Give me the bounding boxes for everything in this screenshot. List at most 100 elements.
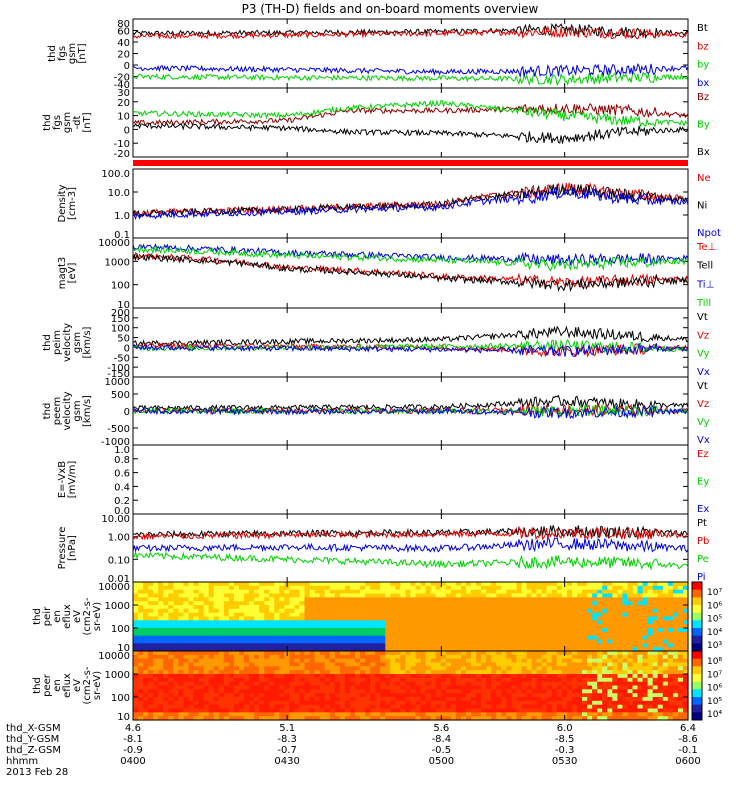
heatmap-cell — [415, 612, 422, 618]
heatmap-cell — [203, 658, 210, 664]
heatmap-cell — [561, 654, 568, 660]
y-tick-label: 10.00 — [101, 514, 130, 525]
heatmap-cell — [223, 582, 230, 587]
heatmap-cell — [183, 704, 190, 710]
heatmap-cell — [491, 593, 497, 598]
heatmap-cell — [425, 582, 432, 587]
heatmap-cell — [239, 712, 245, 717]
footer-value: 5.1 — [279, 723, 296, 734]
heatmap-cell — [143, 651, 149, 656]
heatmap-cell — [501, 608, 507, 614]
heatmap-cell — [486, 670, 492, 675]
heatmap-cell — [203, 677, 210, 683]
heatmap-cell — [299, 612, 306, 618]
heatmap-cell — [435, 589, 442, 595]
heatmap-cell — [501, 674, 507, 679]
heatmap-cell — [501, 689, 507, 694]
y-axis-label: thd — [32, 677, 43, 694]
heatmap-cell — [168, 712, 174, 717]
heatmap-cell — [612, 597, 618, 602]
heatmap-cell — [274, 685, 280, 690]
panel-frame — [132, 168, 689, 239]
heatmap-cell — [319, 654, 326, 660]
heatmap-cell — [516, 608, 523, 614]
heatmap-cell — [274, 620, 280, 625]
heatmap-cell — [481, 612, 487, 618]
heatmap-cell — [355, 708, 361, 713]
series-line-Tell — [132, 252, 689, 293]
heatmap-cell — [445, 651, 452, 656]
heatmap-cell — [440, 624, 447, 629]
heatmap-cell — [662, 635, 669, 641]
heatmap-cell — [163, 697, 169, 702]
heatmap-cell — [324, 616, 331, 621]
heatmap-cell — [269, 624, 275, 629]
heatmap-cell — [602, 620, 608, 625]
heatmap-cell — [168, 582, 174, 587]
heatmap-cell — [541, 639, 548, 644]
legend-Vx: Vx — [697, 435, 710, 446]
heatmap-cell — [455, 628, 462, 633]
heatmap-cell — [662, 708, 669, 713]
heatmap-cell — [213, 658, 220, 664]
heatmap-cell — [203, 624, 210, 629]
heatmap-cell — [365, 593, 371, 598]
heatmap-cell — [385, 681, 391, 687]
heatmap-cell — [279, 712, 285, 717]
heatmap-cell — [208, 647, 215, 652]
heatmap-cell — [344, 693, 351, 698]
heatmap-cell — [450, 662, 457, 667]
heatmap-cell — [183, 685, 190, 690]
heatmap-cell — [481, 616, 487, 621]
heatmap-cell — [496, 666, 502, 671]
heatmap-cell — [309, 612, 316, 618]
heatmap-cell — [153, 605, 159, 610]
heatmap-cell — [400, 693, 406, 698]
heatmap-cell — [289, 708, 295, 713]
heatmap-cell — [627, 685, 634, 690]
heatmap-cell — [208, 643, 215, 648]
heatmap-cell — [309, 666, 316, 671]
heatmap-cell — [592, 654, 598, 660]
heatmap-cell — [607, 716, 613, 721]
heatmap-cell — [425, 700, 432, 706]
colorbar-tick-label: 10⁶ — [707, 684, 722, 694]
heatmap-cell — [218, 601, 225, 606]
heatmap-cell — [163, 605, 169, 610]
heatmap-cell — [213, 582, 220, 587]
heatmap-cell — [617, 620, 623, 625]
heatmap-cell — [249, 631, 255, 637]
heatmap-cell — [380, 689, 386, 694]
heatmap-cell — [183, 593, 190, 598]
heatmap-cell — [133, 620, 139, 625]
heatmap-cell — [375, 708, 381, 713]
heatmap-cell — [208, 697, 215, 702]
heatmap-cell — [491, 674, 497, 679]
heatmap-cell — [279, 589, 285, 595]
panel-frame — [132, 444, 689, 515]
heatmap-cell — [486, 639, 492, 644]
heatmap-cell — [244, 628, 250, 633]
heatmap-cell — [233, 589, 240, 595]
heatmap-cell — [158, 643, 164, 648]
heatmap-cell — [309, 593, 316, 598]
heatmap-cell — [244, 582, 250, 587]
y-axis-label: Pressure — [57, 527, 68, 570]
heatmap-cell — [642, 601, 649, 606]
heatmap-cell — [511, 700, 517, 706]
heatmap-cell — [309, 697, 316, 702]
heatmap-cell — [148, 643, 154, 648]
heatmap-cell — [481, 674, 487, 679]
heatmap-cell — [677, 631, 684, 637]
heatmap-cell — [133, 605, 139, 610]
heatmap-cell — [632, 697, 639, 702]
y-tick-label: 10 — [117, 643, 130, 654]
heatmap-cell — [592, 651, 598, 656]
y-tick-label: 0 — [124, 407, 130, 418]
heatmap-cell — [415, 697, 422, 702]
heatmap-cell — [556, 693, 563, 698]
heatmap-cell — [440, 589, 447, 595]
heatmap-cell — [294, 693, 301, 698]
heatmap-cell — [355, 697, 361, 702]
heatmap-cell — [344, 685, 351, 690]
